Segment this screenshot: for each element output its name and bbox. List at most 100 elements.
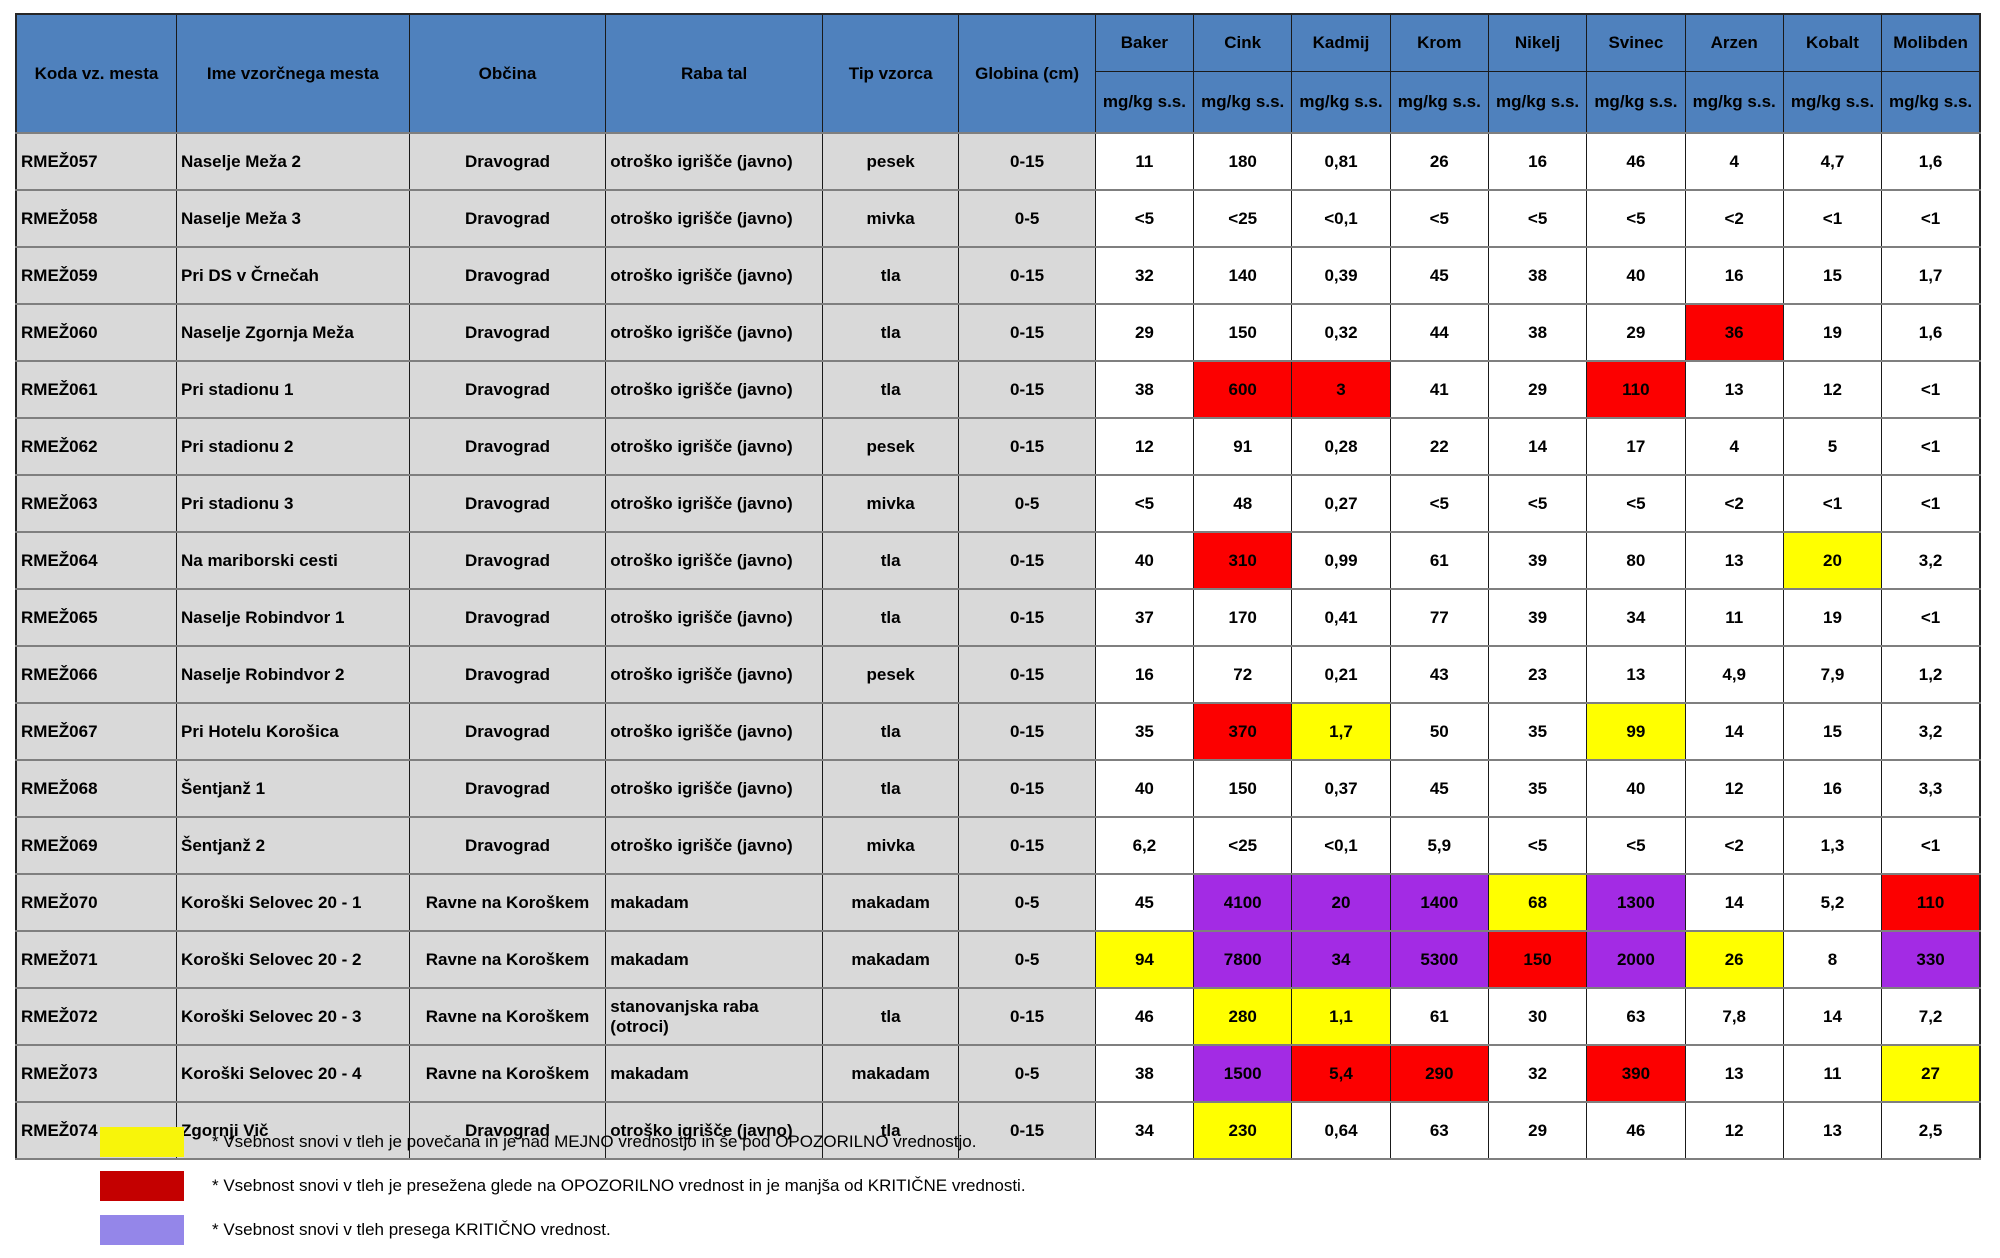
name-cell: Šentjanž 2 [175,816,410,875]
depth-cell: 0-15 [958,759,1096,818]
code-cell: RMEŽ071 [15,930,177,989]
value-cell-cink: 150 [1193,759,1293,818]
land-use-cell: otroško igrišče (javno) [605,816,823,875]
land-use-cell: makadam [605,1044,823,1103]
code-cell: RMEŽ066 [15,645,177,704]
depth-cell: 0-5 [958,474,1096,533]
value-cell-kobalt: 19 [1782,588,1883,647]
value-cell-krom: 5,9 [1389,816,1489,875]
code-cell: RMEŽ068 [15,759,177,818]
value-cell-kobalt: <1 [1782,474,1883,533]
value-cell-arzen-red: 36 [1684,303,1784,362]
value-cell-baker: 37 [1094,588,1195,647]
sample-type-cell: pesek [821,417,960,476]
value-cell-baker: 35 [1094,702,1195,761]
value-cell-kadmij: 0,41 [1291,588,1391,647]
unit-header-baker: mg/kg s.s. [1094,71,1195,134]
name-cell: Koroški Selovec 20 - 1 [175,873,410,932]
table-row-rmez057: RMEŽ057 Naselje Meža 2 Dravograd otroško ig… [15,132,1981,191]
value-cell-nikelj: <5 [1487,189,1588,248]
table-row-rmez073: RMEŽ073 Koroški Selovec 20 - 4 Ravne na Ko… [15,1044,1981,1103]
sample-type-cell: mivka [821,474,960,533]
value-cell-krom: <5 [1389,474,1489,533]
value-cell-kobalt: 5 [1782,417,1883,476]
sample-type-cell: pesek [821,645,960,704]
value-cell-nikelj: 38 [1487,303,1588,362]
column-header-ime-vzorcnega-mesta: Ime vzorčnega mesta [175,13,410,134]
value-cell-kadmij: 0,37 [1291,759,1391,818]
sample-type-cell: tla [821,246,960,305]
land-use-cell: otroško igrišče (javno) [605,417,823,476]
code-cell: RMEŽ057 [15,132,177,191]
value-cell-svinec-red: 390 [1586,1044,1686,1103]
value-cell-arzen: <2 [1684,474,1784,533]
depth-cell: 0-15 [958,702,1096,761]
code-cell: RMEŽ060 [15,303,177,362]
value-cell-kadmij: 0,28 [1291,417,1391,476]
municipality-cell: Dravograd [408,759,607,818]
code-cell: RMEŽ064 [15,531,177,590]
value-cell-svinec: 29 [1586,303,1686,362]
value-cell-kadmij-purple: 20 [1291,873,1391,932]
value-cell-baker: 40 [1094,759,1195,818]
depth-cell: 0-15 [958,246,1096,305]
land-use-cell: otroško igrišče (javno) [605,303,823,362]
name-cell: Zgornji Vič [175,1101,410,1160]
value-cell-baker: <5 [1094,189,1195,248]
land-use-cell: otroško igrišče (javno) [605,246,823,305]
value-cell-cink: <25 [1193,816,1293,875]
value-cell-nikelj: <5 [1487,816,1588,875]
value-cell-molibden: 3,2 [1881,702,1981,761]
value-cell-arzen: 16 [1684,246,1784,305]
sample-type-cell: tla [821,1101,960,1160]
value-cell-kobalt: 14 [1782,987,1883,1046]
value-cell-nikelj: 30 [1487,987,1588,1046]
value-cell-krom: 44 [1389,303,1489,362]
value-cell-nikelj: 29 [1487,360,1588,419]
land-use-cell: otroško igrišče (javno) [605,360,823,419]
value-cell-svinec: 80 [1586,531,1686,590]
unit-header-molibden: mg/kg s.s. [1881,71,1981,134]
value-cell-nikelj: 29 [1487,1101,1588,1160]
unit-header-arzen: mg/kg s.s. [1684,71,1784,134]
municipality-cell: Dravograd [408,360,607,419]
municipality-cell: Dravograd [408,246,607,305]
value-cell-cink: 91 [1193,417,1293,476]
sample-type-cell: mivka [821,189,960,248]
value-cell-kadmij-yellow: 1,1 [1291,987,1391,1046]
value-cell-kadmij: 0,27 [1291,474,1391,533]
land-use-cell: otroško igrišče (javno) [605,645,823,704]
value-cell-baker: 38 [1094,360,1195,419]
column-header-koda-vz-mesta: Koda vz. mesta [15,13,177,134]
value-cell-krom-purple: 5300 [1389,930,1489,989]
value-cell-nikelj: 38 [1487,246,1588,305]
value-cell-nikelj-yellow: 68 [1487,873,1588,932]
value-cell-arzen: 12 [1684,1101,1784,1160]
legend-swatch-red [100,1171,184,1201]
value-cell-cink-yellow: 230 [1193,1101,1293,1160]
soil-samples-table-container: Koda vz. mesta Ime vzorčnega mesta Občina R… [15,13,1981,1160]
value-cell-molibden: 1,6 [1881,132,1981,191]
value-cell-kobalt: 13 [1782,1101,1883,1160]
value-cell-krom: 22 [1389,417,1489,476]
value-cell-krom: 45 [1389,759,1489,818]
table-row-rmez070: RMEŽ070 Koroški Selovec 20 - 1 Ravne na Ko… [15,873,1981,932]
land-use-cell: otroško igrišče (javno) [605,132,823,191]
name-cell: Na mariborski cesti [175,531,410,590]
value-cell-kobalt: 16 [1782,759,1883,818]
legend-text-yellow: * Vsebnost snovi v tleh je povečana in j… [212,1132,977,1151]
value-cell-krom: 63 [1389,1101,1489,1160]
code-cell: RMEŽ067 [15,702,177,761]
table-row-rmez066: RMEŽ066 Naselje Robindvor 2 Dravograd otroš… [15,645,1981,704]
depth-cell: 0-15 [958,1101,1096,1160]
value-cell-baker: 12 [1094,417,1195,476]
sample-type-cell: tla [821,759,960,818]
value-cell-molibden: <1 [1881,360,1981,419]
value-cell-nikelj-red: 150 [1487,930,1588,989]
value-cell-krom-red: 290 [1389,1044,1489,1103]
table-row-rmez069: RMEŽ069 Šentjanž 2 Dravograd otroško igrišč… [15,816,1981,875]
color-legend: * Vsebnost snovi v tleh je povečana in j… [100,1126,1026,1258]
value-cell-cink: 48 [1193,474,1293,533]
value-cell-kadmij-purple: 34 [1291,930,1391,989]
code-cell: RMEŽ073 [15,1044,177,1103]
